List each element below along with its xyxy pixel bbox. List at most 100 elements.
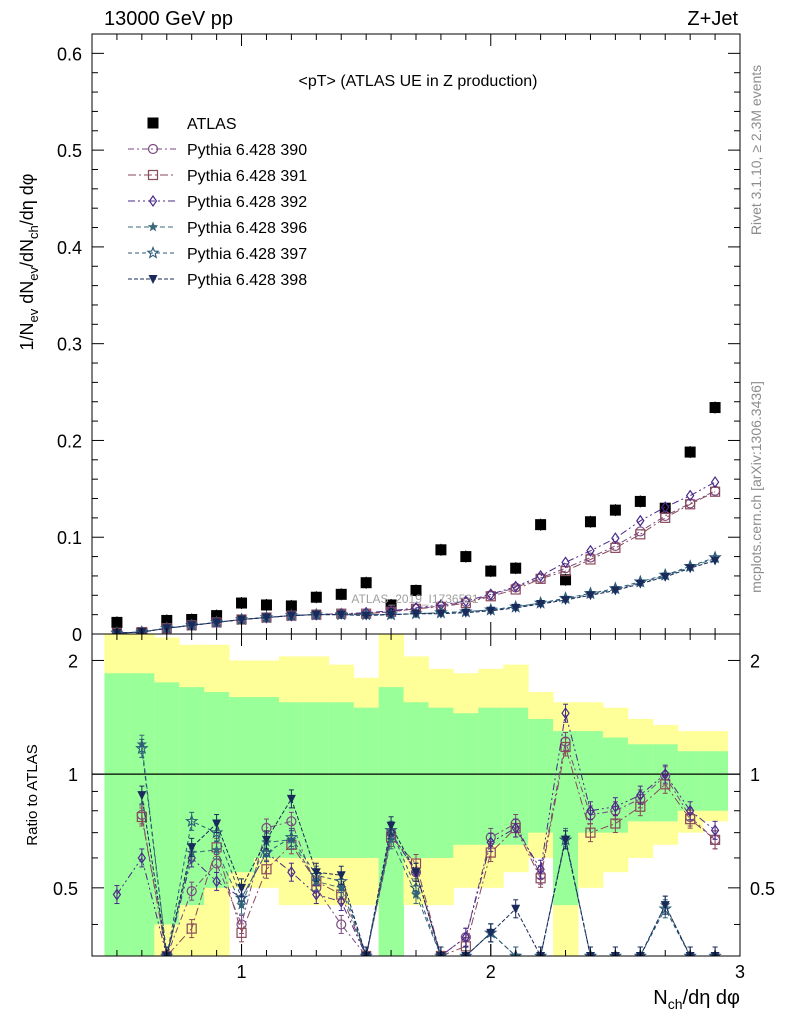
ratio-point <box>284 830 299 844</box>
legend-marker <box>147 169 159 181</box>
ratio-point <box>286 794 296 804</box>
data-point <box>110 625 124 634</box>
data-point <box>610 586 620 596</box>
ratio-point <box>186 886 197 897</box>
data-point <box>360 577 372 589</box>
data-point <box>684 446 696 458</box>
y-tick-label: 0.1 <box>57 528 82 548</box>
data-point <box>635 526 646 537</box>
ratio-point <box>685 804 695 817</box>
legend-label: Pythia 6.428 391 <box>187 168 307 185</box>
ratio-point <box>660 901 670 911</box>
data-point <box>710 556 720 566</box>
legend-label: Pythia 6.428 392 <box>187 194 307 211</box>
data-point <box>510 584 521 595</box>
data-point <box>485 565 497 577</box>
ratio-point <box>159 948 174 956</box>
data-point <box>609 504 621 516</box>
data-point <box>410 584 422 596</box>
data-point <box>111 616 123 628</box>
band-green <box>702 751 729 811</box>
data-point <box>585 591 595 601</box>
data-point <box>436 609 446 619</box>
legend-label: Pythia 6.428 396 <box>187 220 307 237</box>
data-point <box>586 544 595 557</box>
data-point <box>460 551 472 563</box>
ratio-point <box>509 948 523 956</box>
ratio-point <box>710 824 720 837</box>
ratio-point <box>708 948 722 956</box>
data-point <box>135 625 149 634</box>
ratio-point <box>184 814 199 828</box>
ratio-y-axis-title: Ratio to ATLAS <box>24 744 41 845</box>
ratio-point <box>234 890 249 904</box>
header-left: 13000 GeV pp <box>104 8 233 30</box>
data-point <box>237 615 247 625</box>
ratio-point <box>312 888 321 901</box>
data-point <box>285 600 297 612</box>
data-point <box>486 606 496 616</box>
ratio-point <box>386 821 396 831</box>
data-point <box>560 574 572 586</box>
data-point <box>212 618 222 628</box>
ratio-point <box>286 816 297 827</box>
legend-entry: Pythia 6.428 398 <box>128 272 307 289</box>
ratio-point <box>511 904 521 914</box>
data-point <box>511 580 520 593</box>
ratio-point <box>237 883 247 893</box>
band-green <box>154 682 180 925</box>
ratio-point <box>336 895 346 908</box>
data-point <box>187 621 197 631</box>
legend-label: Pythia 6.428 397 <box>187 246 307 263</box>
legend-marker <box>148 194 158 208</box>
ratio-point <box>211 844 222 855</box>
y-tick-label: 0 <box>72 625 82 645</box>
legend-marker <box>147 117 159 129</box>
ratio-point <box>137 851 147 864</box>
data-point <box>659 502 671 514</box>
y-tick-label: 0.4 <box>57 238 82 258</box>
ratio-y-tick-label-right: 0.5 <box>750 879 775 899</box>
ratio-y-tick-label: 2 <box>68 651 78 671</box>
ratio-point <box>533 948 548 956</box>
header-right: Z+Jet <box>687 8 738 30</box>
ratio-point <box>135 741 149 755</box>
ratio-point <box>610 818 621 829</box>
legend-entry: Pythia 6.428 391 <box>128 168 307 185</box>
data-point <box>386 610 396 620</box>
data-point <box>536 600 546 609</box>
data-point <box>685 564 695 574</box>
ratio-point <box>187 843 197 853</box>
legend-marker <box>147 143 159 155</box>
data-point <box>486 588 496 601</box>
data-point <box>535 519 547 531</box>
data-point <box>685 489 695 502</box>
legend-marker <box>147 221 159 232</box>
ratio-point <box>186 923 197 934</box>
data-point <box>461 608 471 618</box>
y-tick-label: 0.6 <box>57 44 82 64</box>
main-y-axis-title: 1/Nev dNev/dNch/dη dφ <box>17 174 41 351</box>
ratio-point <box>459 948 473 956</box>
data-point <box>361 611 371 621</box>
ratio-y-tick-label: 0.5 <box>53 879 78 899</box>
ratio-frame <box>91 633 741 957</box>
ratio-point <box>212 875 221 888</box>
ratio-point <box>511 821 520 835</box>
x-tick-label: 2 <box>486 962 496 982</box>
ratio-point <box>561 835 571 845</box>
legend-label: ATLAS <box>187 116 237 133</box>
mcplots-label: mcplots.cern.ch [arXiv:1306.3436] <box>748 381 764 593</box>
band-green <box>677 751 704 811</box>
ratio-point <box>660 768 670 781</box>
band-green <box>403 702 429 858</box>
data-point <box>485 591 496 602</box>
ratio-series-5 <box>137 785 720 956</box>
legend-marker <box>146 245 160 259</box>
data-point <box>709 402 721 414</box>
data-point <box>536 569 545 582</box>
legend-entry: Pythia 6.428 390 <box>128 142 307 159</box>
band-green <box>104 673 130 956</box>
ratio-point <box>137 791 147 801</box>
